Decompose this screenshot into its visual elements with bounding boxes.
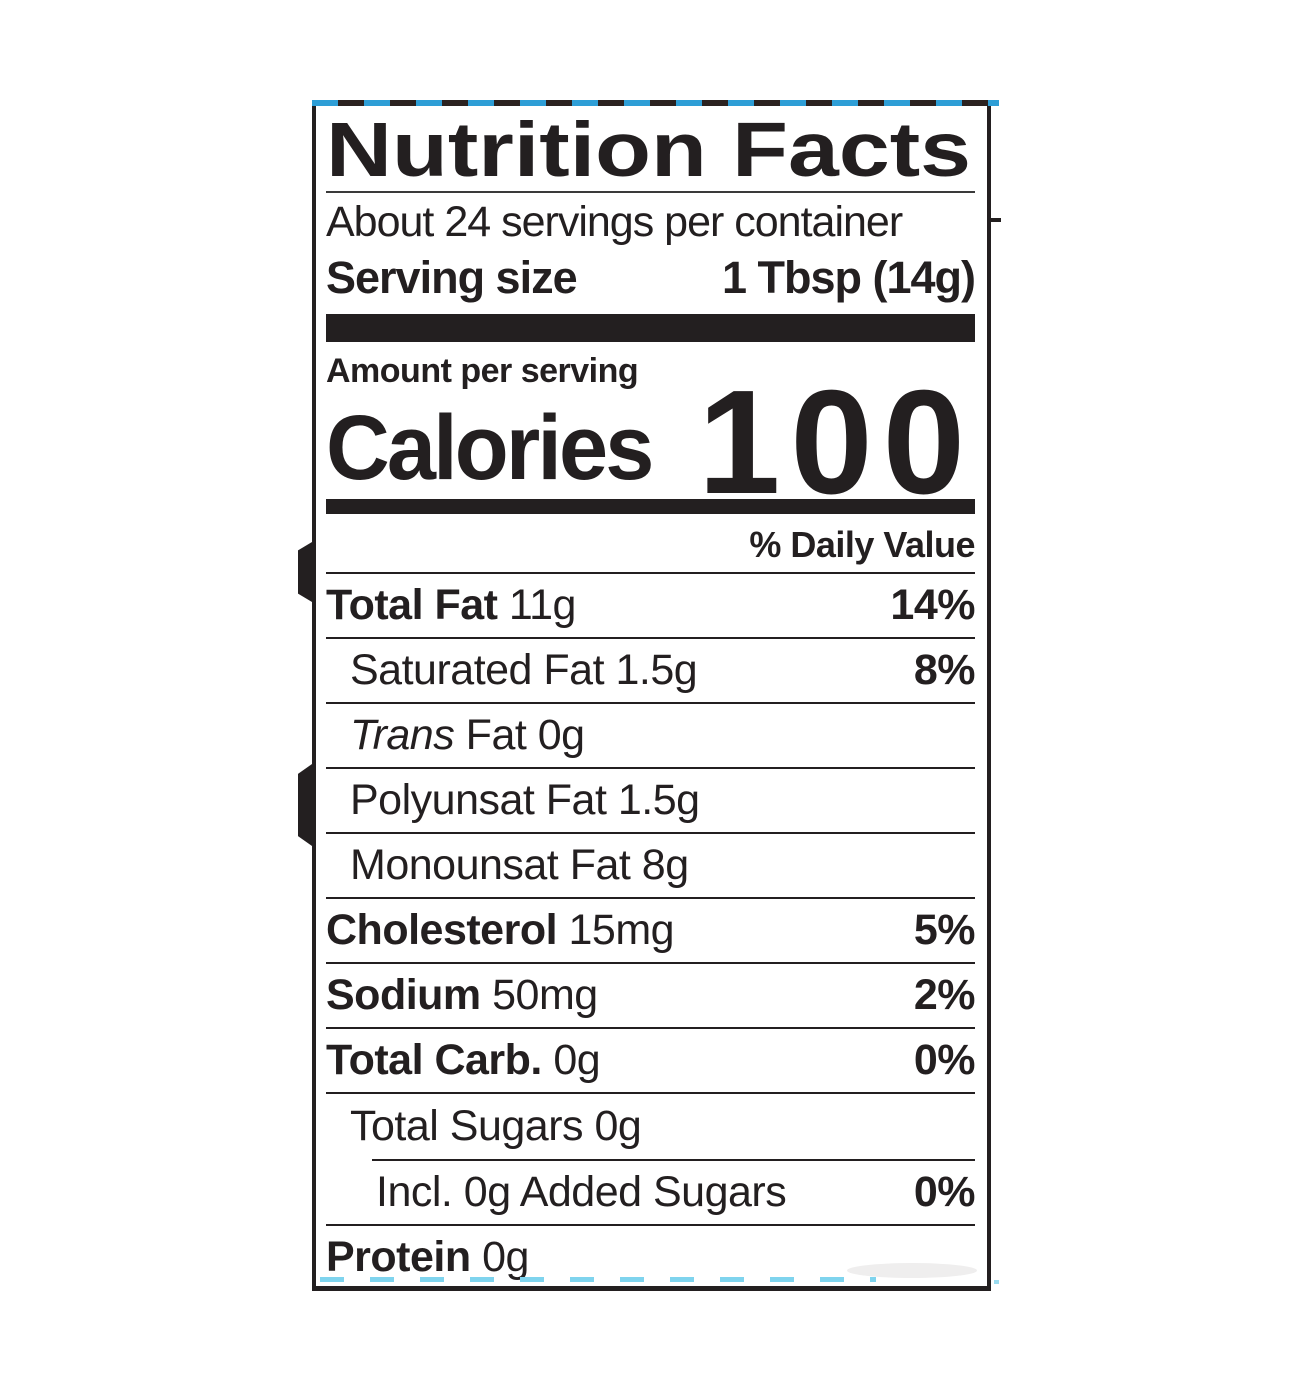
nutrient-row-total-fat: Total Fat 11g 14% xyxy=(326,574,975,639)
nutrient-row-protein: Protein 0g xyxy=(326,1226,975,1288)
nutrient-amount: 50mg xyxy=(480,971,598,1019)
nutrient-row-monounsat-fat: Monounsat Fat 8g xyxy=(326,834,975,899)
nutrition-facts-label: Nutrition Facts About 24 servings per co… xyxy=(312,100,999,1291)
nutrient-amount: Total Sugars 0g xyxy=(350,1102,642,1150)
label-content: Nutrition Facts About 24 servings per co… xyxy=(316,100,987,1288)
top-cut-line xyxy=(312,100,999,106)
registration-tick xyxy=(988,218,1001,222)
nutrient-amount: Saturated Fat 1.5g xyxy=(350,646,698,694)
bottom-cut-line xyxy=(320,1277,876,1282)
calories-label: Calories xyxy=(326,397,654,500)
label-title-text: Nutrition Facts xyxy=(326,110,971,190)
nutrient-dv: 14% xyxy=(890,581,975,629)
nutrient-amount: Monounsat Fat 8g xyxy=(350,841,689,889)
nutrient-name-italic: Trans xyxy=(350,711,455,759)
print-smudge xyxy=(847,1263,977,1278)
nutrient-row-saturated-fat: Saturated Fat 1.5g 8% xyxy=(326,639,976,704)
indented-rule xyxy=(372,1159,975,1161)
nutrient-amount: Fat 0g xyxy=(454,711,585,759)
nutrient-name: Total Fat xyxy=(326,581,498,629)
nutrient-amount: Incl. 0g Added Sugars xyxy=(376,1168,787,1216)
serving-size-value: 1 Tbsp (14g) xyxy=(721,252,976,303)
calories-value: 100 xyxy=(698,359,975,525)
thick-divider-bar xyxy=(326,314,975,342)
nutrient-dv: 2% xyxy=(913,971,976,1019)
nutrient-row-sodium: Sodium 50mg 2% xyxy=(326,964,976,1029)
serving-size-row: Serving size 1 Tbsp (14g) xyxy=(326,249,976,307)
servings-per-container: About 24 servings per container xyxy=(326,198,903,246)
label-title-svg: Nutrition Facts xyxy=(326,107,971,193)
nutrient-row-total-sugars: Total Sugars 0g xyxy=(326,1094,975,1159)
nutrient-name: Total Carb. xyxy=(326,1036,542,1084)
die-cut-tab-upper xyxy=(298,542,312,602)
die-cut-tab-lower xyxy=(298,764,312,846)
nutrient-row-polyunsat-fat: Polyunsat Fat 1.5g xyxy=(326,769,975,834)
nutrient-amount: 0g xyxy=(470,1232,529,1281)
medium-divider-bar xyxy=(326,499,975,514)
daily-value-header: % Daily Value xyxy=(326,514,976,574)
amount-per-serving: Amount per serving xyxy=(326,352,639,390)
rule-under-title xyxy=(326,191,975,193)
nutrient-amount: 11g xyxy=(497,581,577,629)
nutrient-amount: Polyunsat Fat 1.5g xyxy=(350,776,700,824)
serving-size-label: Serving size xyxy=(326,252,578,303)
nutrient-name: Cholesterol xyxy=(326,906,558,954)
nutrient-amount: 15mg xyxy=(557,906,675,954)
nutrient-amount: 0g xyxy=(541,1036,601,1084)
nutrient-dv: 5% xyxy=(913,906,976,954)
nutrient-row-cholesterol: Cholesterol 15mg 5% xyxy=(326,899,976,964)
nutrient-name: Sodium xyxy=(326,971,481,1019)
cut-line-dot xyxy=(994,1280,999,1284)
nutrient-row-trans-fat: Trans Fat 0g xyxy=(326,704,975,769)
nutrient-dv: 0% xyxy=(913,1036,976,1084)
calories-row: Calories 100 xyxy=(326,359,975,525)
nutrient-dv: 0% xyxy=(913,1168,976,1216)
label-title: Nutrition Facts xyxy=(326,107,975,193)
nutrient-dv: 8% xyxy=(913,646,976,694)
nutrient-row-total-carb: Total Carb. 0g 0% xyxy=(326,1029,976,1094)
nutrient-row-added-sugars: Incl. 0g Added Sugars 0% xyxy=(326,1161,976,1226)
nutrient-name: Protein xyxy=(326,1232,471,1281)
